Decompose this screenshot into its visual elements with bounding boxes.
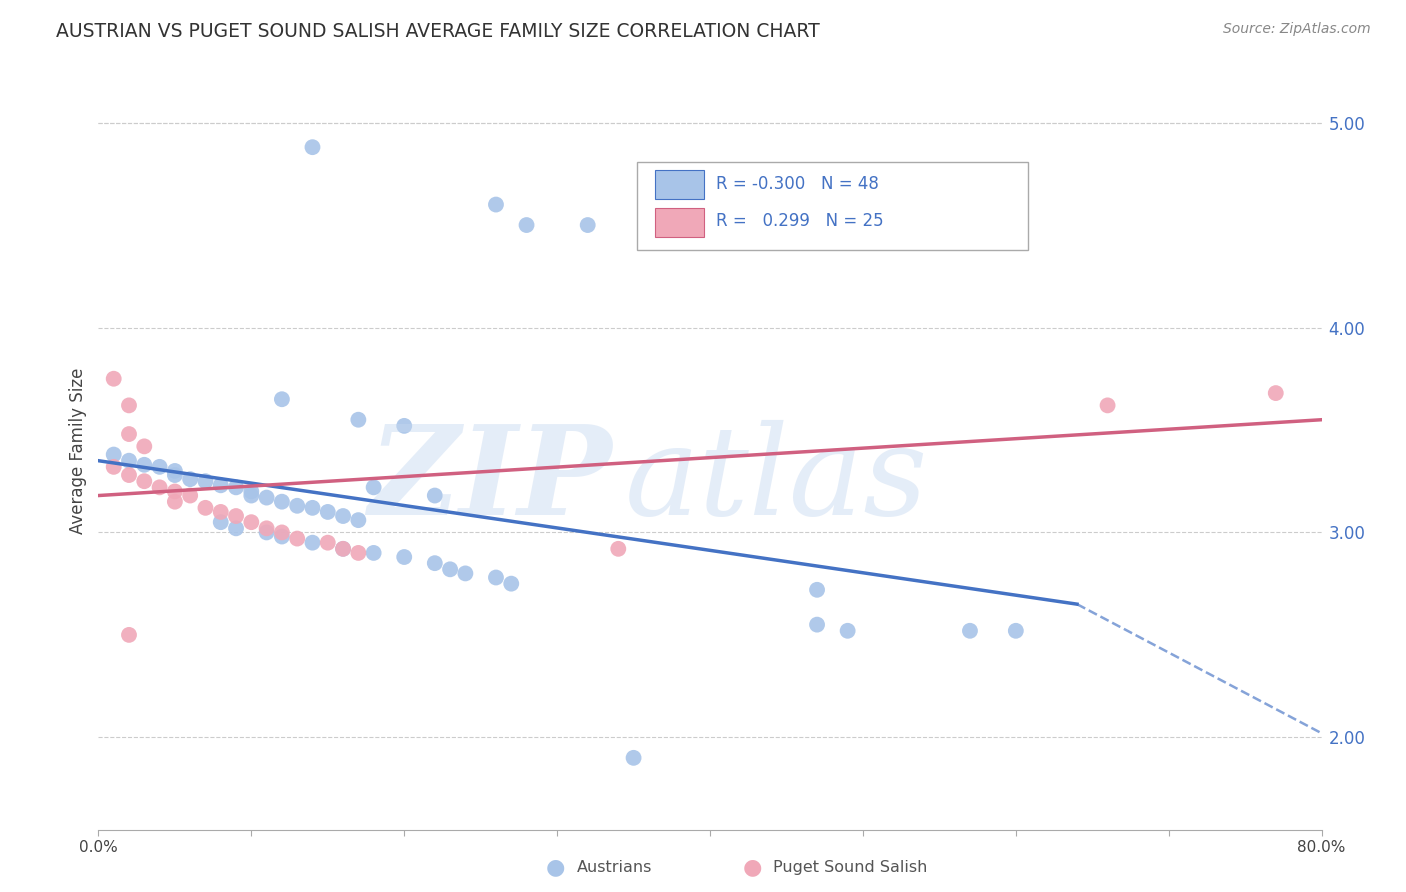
- Point: [347, 513, 370, 527]
- Point: [163, 484, 186, 499]
- Point: [209, 505, 232, 519]
- Bar: [655, 208, 704, 236]
- Point: [270, 392, 292, 407]
- Point: [240, 484, 263, 499]
- Point: [134, 474, 156, 488]
- Point: [516, 218, 538, 232]
- Point: [485, 570, 508, 584]
- Point: [225, 480, 247, 494]
- Point: [332, 541, 354, 556]
- Point: [163, 468, 186, 483]
- Point: [134, 458, 156, 472]
- Point: [363, 480, 385, 494]
- Point: [225, 509, 247, 524]
- Point: [256, 491, 278, 505]
- Point: [118, 453, 141, 467]
- Bar: [655, 170, 704, 199]
- Point: [225, 521, 247, 535]
- Point: [134, 439, 156, 453]
- Point: [501, 576, 523, 591]
- Point: [485, 197, 508, 211]
- Point: [209, 478, 232, 492]
- Point: [1004, 624, 1026, 638]
- Point: [240, 489, 263, 503]
- Point: [209, 515, 232, 529]
- Point: [423, 556, 446, 570]
- Point: [806, 617, 828, 632]
- Point: [652, 235, 675, 249]
- Point: [118, 468, 141, 483]
- Point: [103, 448, 125, 462]
- Point: [118, 398, 141, 412]
- Point: [1097, 398, 1119, 412]
- Point: [149, 480, 172, 494]
- Point: [576, 218, 599, 232]
- Point: [959, 624, 981, 638]
- Point: [607, 541, 630, 556]
- Point: [1264, 386, 1286, 401]
- Point: [118, 427, 141, 442]
- Point: [179, 472, 201, 486]
- Point: [103, 372, 125, 386]
- Point: [316, 505, 339, 519]
- Point: [423, 489, 446, 503]
- Point: [256, 521, 278, 535]
- Y-axis label: Average Family Size: Average Family Size: [69, 368, 87, 533]
- Point: [332, 541, 354, 556]
- Point: [392, 418, 416, 433]
- Text: atlas: atlas: [624, 420, 928, 541]
- Point: [454, 566, 477, 581]
- Text: R = -0.300   N = 48: R = -0.300 N = 48: [716, 175, 879, 193]
- Text: Austrians: Austrians: [576, 860, 652, 874]
- Point: [623, 751, 645, 765]
- Point: [837, 624, 859, 638]
- Point: [270, 494, 292, 508]
- Text: ZIP: ZIP: [368, 420, 612, 541]
- Point: [332, 509, 354, 524]
- Point: [301, 500, 323, 515]
- Point: [179, 489, 201, 503]
- Point: [118, 628, 141, 642]
- Point: [316, 535, 339, 549]
- Text: Puget Sound Salish: Puget Sound Salish: [773, 860, 928, 874]
- Point: [285, 499, 308, 513]
- Point: [806, 582, 828, 597]
- Point: [363, 546, 385, 560]
- Point: [149, 459, 172, 474]
- Point: [256, 525, 278, 540]
- Point: [347, 413, 370, 427]
- Point: [392, 549, 416, 564]
- Text: ●: ●: [742, 857, 762, 877]
- Point: [240, 515, 263, 529]
- Point: [163, 464, 186, 478]
- Point: [194, 474, 217, 488]
- Point: [163, 494, 186, 508]
- FancyBboxPatch shape: [637, 162, 1028, 250]
- Point: [270, 525, 292, 540]
- Point: [347, 546, 370, 560]
- Text: Source: ZipAtlas.com: Source: ZipAtlas.com: [1223, 22, 1371, 37]
- Point: [285, 532, 308, 546]
- Point: [270, 529, 292, 543]
- Text: ●: ●: [546, 857, 565, 877]
- Point: [301, 140, 323, 154]
- Text: AUSTRIAN VS PUGET SOUND SALISH AVERAGE FAMILY SIZE CORRELATION CHART: AUSTRIAN VS PUGET SOUND SALISH AVERAGE F…: [56, 22, 820, 41]
- Point: [439, 562, 461, 576]
- Point: [301, 535, 323, 549]
- Point: [194, 500, 217, 515]
- Point: [103, 459, 125, 474]
- Text: R =   0.299   N = 25: R = 0.299 N = 25: [716, 212, 884, 230]
